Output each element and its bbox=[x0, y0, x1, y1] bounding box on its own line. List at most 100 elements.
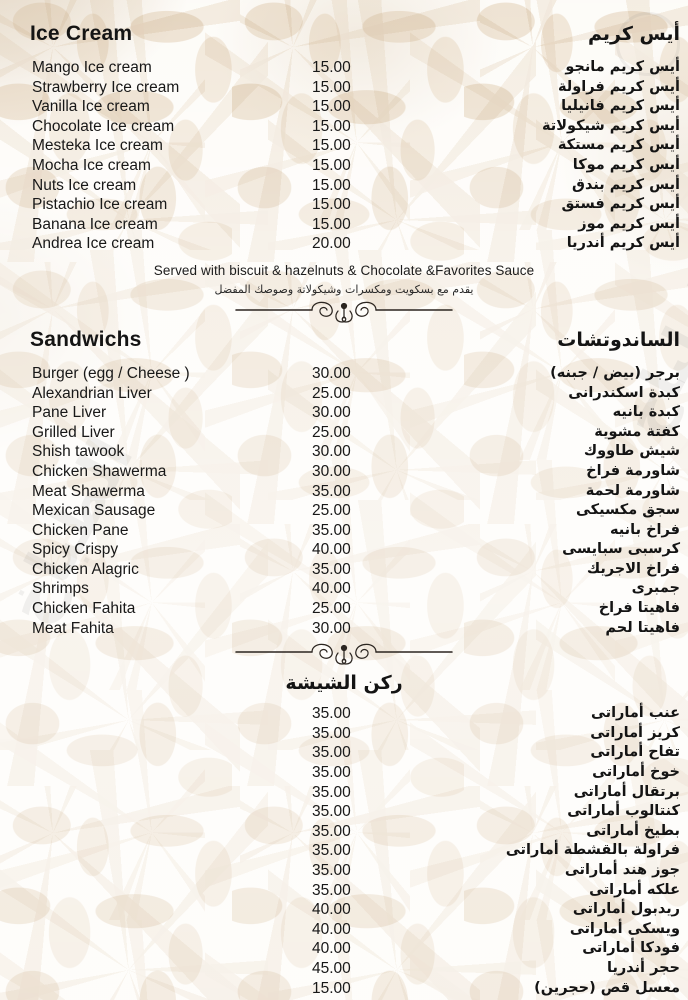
item-name-ar: أيس كريم موكا bbox=[572, 156, 680, 173]
item-price: 15.00 bbox=[312, 117, 351, 135]
item-name-ar: حجر أندريا bbox=[607, 959, 680, 976]
menu-row: Meat Fahita 30.00 فاهيتا لحم bbox=[0, 619, 688, 639]
menu-row: Chicken Alagric 35.00 فراخ الاجريك bbox=[0, 560, 688, 580]
item-price: 30.00 bbox=[312, 404, 351, 422]
item-name-ar: أيس كريم فراولة bbox=[557, 78, 680, 95]
item-price: 15.00 bbox=[312, 215, 351, 233]
shisha-item-list: 35.00 عنب أماراتى 35.00 كريز أماراتى 35.00 تف… bbox=[0, 704, 688, 1000]
item-price: 40.00 bbox=[312, 920, 351, 938]
menu-row: 35.00 بطيخ أماراتى bbox=[0, 822, 688, 842]
item-name-ar: برجر (بيض / جبنه) bbox=[550, 364, 680, 381]
item-name-ar: كفتة مشوية bbox=[594, 423, 680, 440]
item-name-en: Chicken Shawerma bbox=[32, 462, 167, 480]
item-name-en: Chocolate Ice cream bbox=[32, 117, 175, 135]
item-name-en: Spicy Crispy bbox=[32, 541, 119, 559]
item-name-ar: ويسكى أماراتى bbox=[569, 920, 680, 937]
item-name-ar: كبدة اسكندرانى bbox=[568, 384, 680, 401]
menu-row: 40.00 فودكا أماراتى bbox=[0, 939, 688, 959]
item-price: 20.00 bbox=[312, 235, 351, 253]
item-name-ar: برتقال أماراتى bbox=[573, 783, 680, 800]
item-name-ar: بطيخ أماراتى bbox=[586, 822, 680, 839]
item-name-ar: جمبرى bbox=[631, 580, 680, 597]
item-price: 35.00 bbox=[312, 803, 351, 821]
menu-row: Chicken Fahita 25.00 فاهيتا فراخ bbox=[0, 599, 688, 619]
item-price: 35.00 bbox=[312, 862, 351, 879]
item-name-ar: تفاح أماراتى bbox=[590, 744, 680, 761]
section-sandwichs: Sandwichs الساندوتشات Burger (egg / Chee… bbox=[0, 326, 688, 668]
ice-cream-note-en: Served with biscuit & hazelnuts & Chocol… bbox=[153, 262, 535, 278]
item-price: 15.00 bbox=[312, 156, 351, 174]
item-price: 15.00 bbox=[312, 78, 351, 96]
item-name-ar: معسل قص (حجرين) bbox=[534, 979, 680, 996]
menu-row: Shish tawook 30.00 شيش طاووك bbox=[0, 442, 688, 462]
item-price: 35.00 bbox=[312, 842, 351, 860]
item-price: 35.00 bbox=[312, 783, 351, 801]
item-price: 40.00 bbox=[312, 580, 351, 598]
item-name-en: Strawberry Ice cream bbox=[32, 78, 180, 96]
item-price: 15.00 bbox=[312, 59, 351, 76]
item-price: 30.00 bbox=[312, 619, 351, 637]
item-name-ar: علكه أماراتى bbox=[589, 881, 680, 898]
ice-cream-title-ar: أيس كريم bbox=[587, 23, 680, 45]
item-name-en: Shish tawook bbox=[32, 443, 125, 461]
menu-row: Meat Shawerma 35.00 شاورمة لحمة bbox=[0, 482, 688, 502]
menu-row: Chicken Pane 35.00 فراخ بانيه bbox=[0, 521, 688, 541]
item-price: 15.00 bbox=[312, 196, 351, 214]
item-price: 35.00 bbox=[312, 705, 351, 723]
item-name-en: Mesteka Ice cream bbox=[32, 137, 163, 155]
item-name-en: Andrea Ice cream bbox=[32, 235, 155, 253]
sandwichs-title-ar: الساندوتشات bbox=[557, 328, 680, 351]
item-name-ar: فاهيتا فراخ bbox=[598, 600, 680, 617]
item-name-en: Burger (egg / Cheese ) bbox=[32, 364, 190, 382]
menu-row: Andrea Ice cream 20.00 أيس كريم أندريا bbox=[0, 234, 688, 254]
menu-row: Chocolate Ice cream 15.00 أيس كريم شيكولات… bbox=[0, 117, 688, 137]
item-price: 40.00 bbox=[312, 541, 351, 559]
menu-row: Mexican Sausage 25.00 سجق مكسيكى bbox=[0, 501, 688, 521]
menu-row: 35.00 عنب أماراتى bbox=[0, 704, 688, 724]
ice-cream-title-en: Ice Cream bbox=[30, 22, 133, 45]
menu-row: Mango Ice cream 15.00 أيس كريم مانجو bbox=[0, 58, 688, 78]
item-name-en: Mocha Ice cream bbox=[32, 156, 151, 174]
item-name-en: Grilled Liver bbox=[32, 423, 115, 441]
item-name-ar: كريز أماراتى bbox=[590, 724, 680, 741]
item-price: 35.00 bbox=[312, 881, 351, 899]
item-price: 30.00 bbox=[312, 462, 351, 480]
item-price: 25.00 bbox=[312, 600, 351, 618]
item-name-ar: جوز هند أماراتى bbox=[564, 862, 680, 878]
item-name-en: Pistachio Ice cream bbox=[32, 196, 168, 214]
item-price: 30.00 bbox=[312, 443, 351, 461]
menu-row: Pistachio Ice cream 15.00 أيس كريم فستق bbox=[0, 195, 688, 215]
menu-row: Vanilla Ice cream 15.00 أيس كريم فانيليا bbox=[0, 97, 688, 117]
item-name-en: Chicken Fahita bbox=[32, 600, 136, 618]
item-name-en: Banana Ice cream bbox=[32, 215, 158, 233]
item-name-ar: كنتالوب أماراتى bbox=[567, 803, 680, 820]
item-name-ar: فراولة بالقشطة أماراتى bbox=[505, 842, 680, 859]
menu-row: 15.00 معسل قص (حجرين) bbox=[0, 979, 688, 999]
item-price: 25.00 bbox=[312, 423, 351, 441]
item-name-ar: أيس كريم فستق bbox=[561, 196, 680, 213]
item-price: 35.00 bbox=[312, 521, 351, 539]
item-name-ar: فراخ الاجريك bbox=[586, 560, 680, 577]
item-price: 15.00 bbox=[312, 98, 351, 116]
item-price: 35.00 bbox=[312, 482, 351, 500]
item-name-ar: أيس كريم أندريا bbox=[566, 235, 680, 252]
menu-row: Strawberry Ice cream 15.00 أيس كريم فراولة bbox=[0, 78, 688, 98]
item-name-ar: أيس كريم موز bbox=[578, 215, 680, 232]
menu-row: 45.00 حجر أندريا bbox=[0, 959, 688, 979]
item-name-en: Vanilla Ice cream bbox=[32, 98, 150, 116]
menu-row: 35.00 برتقال أماراتى bbox=[0, 783, 688, 803]
menu-row: 35.00 علكه أماراتى bbox=[0, 881, 688, 901]
item-price: 40.00 bbox=[312, 940, 351, 958]
item-name-en: Chicken Alagric bbox=[32, 560, 139, 578]
item-name-ar: ريدبول أماراتى bbox=[572, 901, 680, 918]
ornamental-divider-1 bbox=[0, 296, 688, 326]
item-name-ar: شيش طاووك bbox=[583, 443, 680, 460]
item-price: 30.00 bbox=[312, 364, 351, 382]
section-shisha: ركن الشيشة 35.00 عنب أماراتى 35.00 كريز أما… bbox=[0, 668, 688, 1000]
item-name-en: Pane Liver bbox=[32, 404, 107, 422]
item-name-en: Alexandrian Liver bbox=[32, 384, 152, 402]
menu-row: 40.00 ويسكى أماراتى bbox=[0, 920, 688, 940]
item-name-en: Meat Fahita bbox=[32, 619, 114, 637]
ice-cream-item-list: Mango Ice cream 15.00 أيس كريم مانجو Strawb… bbox=[0, 58, 688, 254]
